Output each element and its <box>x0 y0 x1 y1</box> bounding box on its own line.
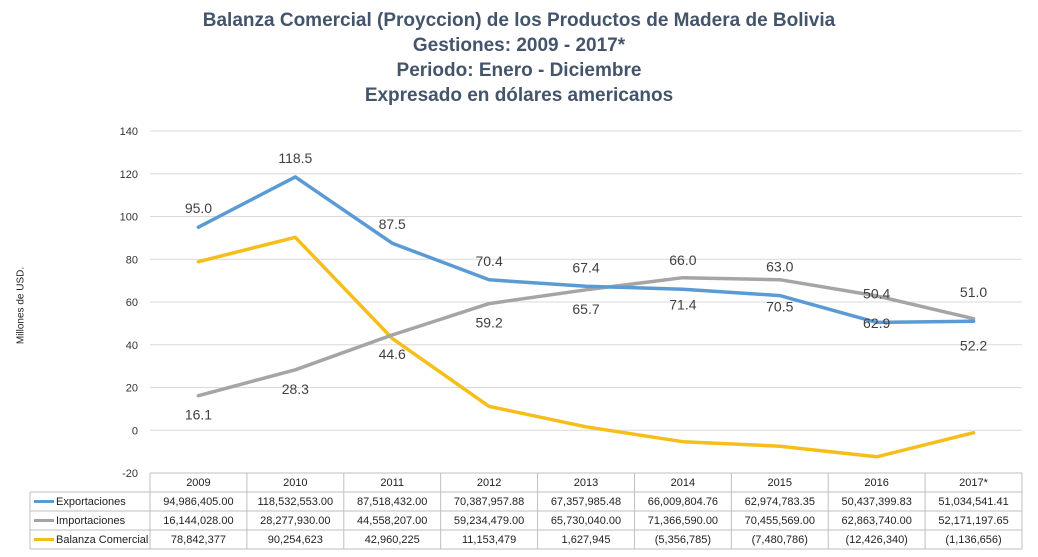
table-cell: 78,842,377 <box>171 534 226 546</box>
table-cell: (12,426,340) <box>845 534 907 546</box>
series-line <box>196 235 976 459</box>
data-label-importaciones: 52.2 <box>960 338 987 354</box>
y-tick-label: 20 <box>126 383 138 395</box>
table-cell: 62,863,740.00 <box>841 515 911 527</box>
chart-subtitle-months: Periodo: Enero - Diciembre <box>396 60 642 81</box>
data-label-exportaciones: 70.4 <box>475 253 502 269</box>
data-label-exportaciones: 51.0 <box>960 284 987 300</box>
y-tick-label: 120 <box>120 169 138 181</box>
legend-entry: Exportaciones <box>56 496 126 508</box>
x-tick-label: 2014 <box>671 477 695 489</box>
data-label-exportaciones: 87.5 <box>379 216 406 232</box>
table-cell: 94,986,405.00 <box>163 496 233 508</box>
x-tick-label: 2010 <box>283 477 307 489</box>
y-tick-label: 0 <box>132 425 138 437</box>
table-cell: 42,960,225 <box>365 534 420 546</box>
x-tick-label: 2017* <box>959 477 988 489</box>
table-cell: 65,730,040.00 <box>551 515 621 527</box>
data-label-importaciones: 44.6 <box>379 346 406 362</box>
chart-title: Balanza Comercial (Proyccion) de los Pro… <box>202 10 836 31</box>
table-cell: 71,366,590.00 <box>648 515 718 527</box>
x-tick-label: 2011 <box>380 477 404 489</box>
table-cell: 90,254,623 <box>268 534 323 546</box>
table-cell: 70,455,569.00 <box>745 515 815 527</box>
x-tick-label: 2016 <box>864 477 888 489</box>
y-tick-label: -20 <box>122 468 138 480</box>
table-cell: 87,518,432.00 <box>357 496 427 508</box>
table-cell: (1,136,656) <box>945 534 1001 546</box>
data-label-importaciones: 65.7 <box>572 301 599 317</box>
data-label-exportaciones: 67.4 <box>572 259 599 275</box>
data-label-importaciones: 28.3 <box>282 381 309 397</box>
y-tick-label: 140 <box>120 126 138 138</box>
table-cell: (7,480,786) <box>752 534 808 546</box>
series-line <box>196 275 976 398</box>
data-label-exportaciones: 63.0 <box>766 259 793 275</box>
table-cell: 11,153,479 <box>462 534 516 546</box>
chart-subtitle-currency: Expresado en dólares americanos <box>364 85 674 106</box>
x-tick-label: 2012 <box>477 477 501 489</box>
chart-title-block: Balanza Comercial (Proyccion) de los Pro… <box>0 8 1038 108</box>
x-tick-label: 2013 <box>574 477 598 489</box>
legend-entry: Importaciones <box>56 515 126 527</box>
y-tick-label: 80 <box>126 254 138 266</box>
table-cell: 28,277,930.00 <box>260 515 330 527</box>
chart-subtitle-period: Gestiones: 2009 - 2017* <box>412 35 626 56</box>
table-cell: 118,532,553.00 <box>258 496 334 508</box>
data-label-exportaciones: 118.5 <box>278 150 312 166</box>
legend-entry: Balanza Comercial <box>56 534 148 546</box>
data-label-importaciones: 62.9 <box>863 315 890 331</box>
data-label-importaciones: 59.2 <box>475 315 502 331</box>
table-cell: 52,171,197.65 <box>938 515 1008 527</box>
data-label-importaciones: 70.5 <box>766 299 793 315</box>
table-cell: 59,234,479.00 <box>454 515 524 527</box>
table-cell: (5,356,785) <box>655 534 711 546</box>
data-label-importaciones: 16.1 <box>185 407 212 423</box>
table-cell: 16,144,028.00 <box>163 515 233 527</box>
table-cell: 62,974,783.35 <box>745 496 815 508</box>
table-cell: 44,558,207.00 <box>357 515 427 527</box>
table-cell: 67,357,985.48 <box>551 496 621 508</box>
y-tick-label: 40 <box>126 340 138 352</box>
data-label-importaciones: 71.4 <box>669 297 696 313</box>
series-line <box>196 175 976 325</box>
table-cell: 50,437,399.83 <box>841 496 911 508</box>
y-tick-label: 60 <box>126 297 138 309</box>
data-label-exportaciones: 50.4 <box>863 285 890 301</box>
data-label-exportaciones: 66.0 <box>669 252 696 268</box>
table-cell: 51,034,541.41 <box>938 496 1008 508</box>
y-tick-label: 100 <box>120 212 138 224</box>
table-cell: 1,627,945 <box>562 534 611 546</box>
table-cell: 66,009,804.76 <box>648 496 718 508</box>
table-cell: 70,387,957.88 <box>454 496 524 508</box>
x-tick-label: 2009 <box>186 477 210 489</box>
x-tick-label: 2015 <box>768 477 792 489</box>
data-label-exportaciones: 95.0 <box>185 200 212 216</box>
